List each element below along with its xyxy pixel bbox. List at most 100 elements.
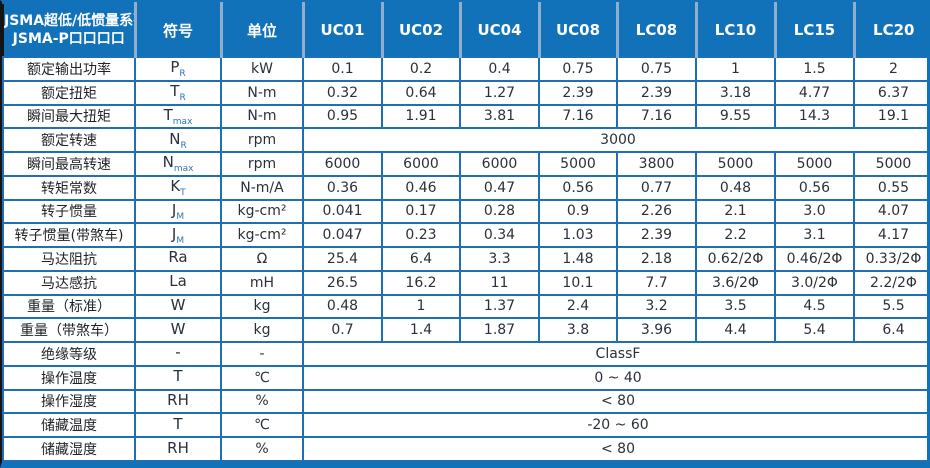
value-cell: 3.3: [459, 246, 540, 272]
value-cell: 0.62/2Φ: [695, 246, 776, 272]
symbol-text: N: [162, 153, 174, 172]
value-cell: 0.55: [853, 174, 930, 201]
value-cell: 3.0: [774, 198, 855, 225]
unit-cell: kW: [220, 56, 304, 82]
value-cell: 5000: [853, 151, 930, 177]
value-cell: 6000: [459, 151, 540, 177]
value-cell: 1.03: [538, 222, 618, 248]
model-column-header: LC08: [615, 2, 697, 58]
param-label-cell: 额定转速: [2, 127, 136, 153]
table-row: 马达感抗 La mH 26.5 16.2 11 10.1 7.7 3.6/2Φ …: [2, 269, 930, 296]
merged-value-cell: 0 ~ 40: [302, 364, 930, 391]
symbol-cell: T: [134, 364, 222, 391]
value-cell: 6000: [381, 151, 461, 177]
model-column-header: UC08: [537, 2, 618, 58]
unit-cell: rpm: [220, 127, 304, 153]
value-cell: 4.07: [853, 198, 930, 225]
value-cell: 3800: [616, 151, 697, 177]
table-row: 瞬间最大扭矩 Tmax N-m 0.95 1.91 3.81 7.16 7.16…: [2, 103, 930, 130]
symbol-cell: NR: [134, 127, 222, 153]
value-cell: 10.1: [538, 269, 618, 296]
table-row: 转矩常数 KT N-m/A 0.36 0.46 0.47 0.56 0.77 0…: [2, 174, 930, 201]
series-title-line1: JSMA超低/低惯量系列: [4, 12, 135, 29]
value-cell: 0.46/2Φ: [774, 246, 855, 272]
param-label-cell: 马达感抗: [2, 269, 136, 296]
unit-cell: kg-cm²: [220, 198, 304, 225]
value-cell: 7.7: [616, 269, 697, 296]
value-cell: 0.23: [381, 222, 461, 248]
symbol-subscript: max: [172, 116, 193, 127]
table-row: 马达阻抗 Ra Ω 25.4 6.4 3.3 1.48 2.18 0.62/2Φ…: [2, 246, 930, 272]
table-row: 重量（标准） W kg 0.48 1 1.37 2.4 3.2 3.5 4.5 …: [2, 293, 930, 320]
symbol-subscript: R: [179, 69, 186, 80]
header-row: JSMA超低/低惯量系列 JSMA-P口口口口 符号 单位 UC01 UC02 …: [2, 2, 930, 58]
value-cell: 3.5: [695, 293, 776, 320]
model-column-header: UC02: [380, 2, 461, 58]
value-cell: 0.041: [302, 198, 383, 225]
table-row: 额定扭矩 TR N-m 0.32 0.64 1.27 2.39 2.39 3.1…: [2, 79, 930, 106]
symbol-cell: Tmax: [134, 103, 222, 130]
merged-value-cell: ClassF: [302, 341, 930, 367]
merged-value-cell: -20 ~ 60: [302, 412, 930, 438]
table-row: 绝缘等级 - - ClassF: [2, 341, 930, 367]
value-cell: 1.91: [381, 103, 461, 130]
value-cell: 2.2/2Φ: [853, 269, 930, 296]
series-title-line2: JSMA-P口口口口: [12, 31, 125, 47]
value-cell: 0.28: [459, 198, 540, 225]
symbol-text: RH: [167, 438, 189, 457]
symbol-cell: JM: [134, 198, 222, 225]
param-label-cell: 操作温度: [2, 364, 136, 391]
value-cell: 5000: [774, 151, 855, 177]
value-cell: 16.2: [381, 269, 461, 296]
symbol-cell: -: [134, 341, 222, 367]
unit-cell: -: [220, 341, 304, 367]
value-cell: 9.55: [695, 103, 776, 130]
value-cell: 1.87: [459, 317, 540, 343]
symbol-text: T: [173, 367, 183, 386]
symbol-cell: JM: [134, 222, 222, 248]
param-label-cell: 绝缘等级: [2, 341, 136, 367]
value-cell: 5.5: [853, 293, 930, 320]
unit-cell: Ω: [220, 246, 304, 272]
value-cell: 2.26: [616, 198, 697, 225]
unit-cell: ℃: [220, 412, 304, 438]
symbol-subscript: T: [180, 188, 186, 199]
table-row: 操作温度 T ℃ 0 ~ 40: [2, 364, 930, 391]
param-label-cell: 转矩常数: [2, 174, 136, 201]
column-header-symbol: 符号: [133, 2, 222, 58]
value-cell: 6.4: [381, 246, 461, 272]
unit-cell: ℃: [220, 364, 304, 391]
value-cell: 25.4: [302, 246, 383, 272]
value-cell: 6.4: [853, 317, 930, 343]
symbol-cell: Nmax: [134, 151, 222, 177]
value-cell: 0.48: [302, 293, 383, 320]
unit-cell: %: [220, 388, 304, 415]
value-cell: 3.0/2Φ: [774, 269, 855, 296]
value-cell: 2.1: [695, 198, 776, 225]
value-cell: 0.9: [538, 198, 618, 225]
param-label-cell: 瞬间最大扭矩: [2, 103, 136, 130]
table-row: 储藏湿度 RH % < 80: [2, 436, 930, 462]
param-label-cell: 操作湿度: [2, 388, 136, 415]
value-cell: 0.75: [538, 56, 618, 82]
value-cell: 14.3: [774, 103, 855, 130]
merged-value-cell: < 80: [302, 436, 930, 462]
value-cell: 0.32: [302, 79, 383, 106]
symbol-cell: RH: [134, 388, 222, 415]
symbol-text: La: [169, 272, 187, 291]
table-row: 瞬间最高转速 Nmax rpm 6000 6000 6000 5000 3800…: [2, 151, 930, 177]
value-cell: 1: [381, 293, 461, 320]
value-cell: 11: [459, 269, 540, 296]
unit-cell: N-m/A: [220, 174, 304, 201]
symbol-subscript: M: [176, 211, 185, 222]
param-label-cell: 瞬间最高转速: [2, 151, 136, 177]
unit-cell: kg-cm²: [220, 222, 304, 248]
value-cell: 1.4: [381, 317, 461, 343]
symbol-text: T: [170, 82, 180, 101]
symbol-subscript: max: [173, 164, 194, 175]
table-row: 储藏温度 T ℃ -20 ~ 60: [2, 412, 930, 438]
value-cell: 5.4: [774, 317, 855, 343]
value-cell: 3.81: [459, 103, 540, 130]
table-row: 转子惯量 JM kg-cm² 0.041 0.17 0.28 0.9 2.26 …: [2, 198, 930, 225]
